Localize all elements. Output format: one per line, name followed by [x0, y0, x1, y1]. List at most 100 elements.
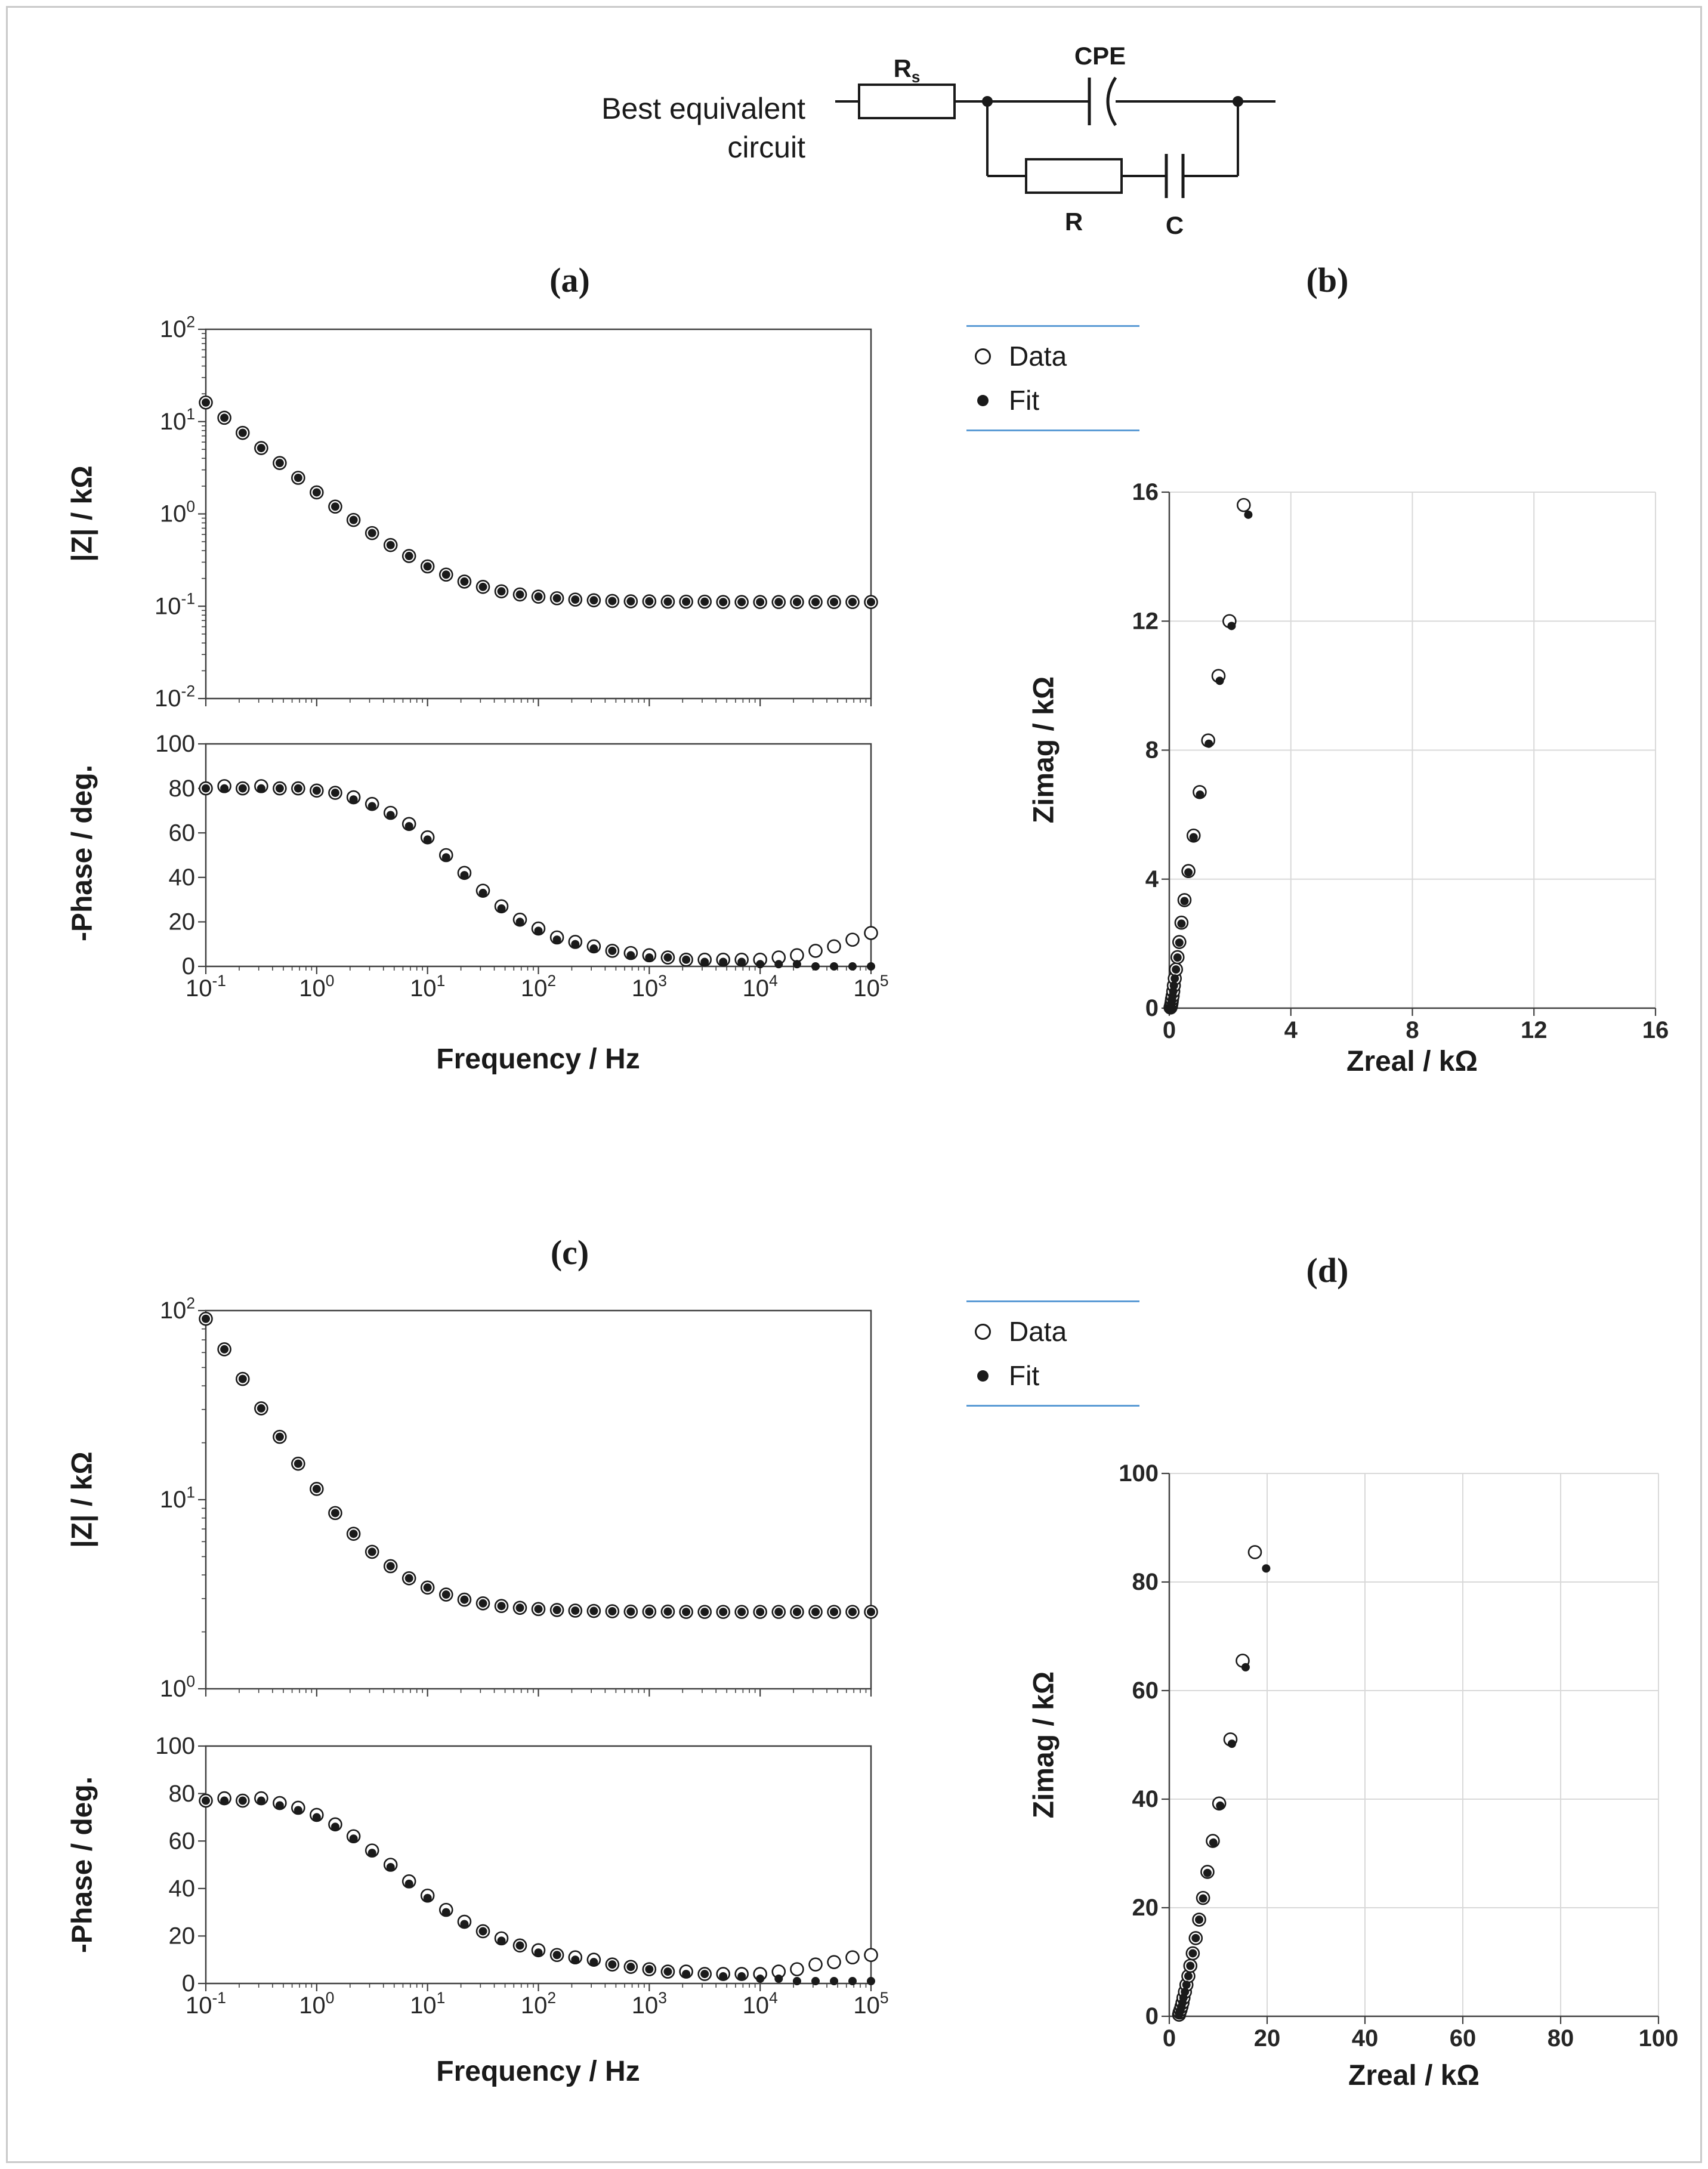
y-axis-label-zimag-d: Zimag / kΩ: [1028, 1671, 1060, 1819]
x-axis-label-zreal-d: Zreal / kΩ: [1348, 2060, 1480, 2091]
svg-text:40: 40: [169, 1876, 196, 1902]
panel-label-d: (d): [1306, 1251, 1349, 1290]
c-label: C: [1165, 211, 1184, 239]
svg-text:100: 100: [155, 1733, 195, 1759]
node-dot-right: [1233, 96, 1243, 107]
panel-label-a: (a): [549, 261, 590, 299]
y-axis-label-phase-a: -Phase / deg.: [66, 764, 98, 942]
svg-text:105: 105: [853, 972, 888, 1002]
svg-text:100: 100: [155, 731, 195, 757]
figure-border: [6, 6, 1702, 2163]
circuit-caption-line1: Best equivalent: [601, 92, 805, 125]
svg-text:4: 4: [1145, 866, 1159, 892]
svg-text:20: 20: [169, 909, 196, 935]
legend-d: Data Fit: [966, 1300, 1139, 1407]
svg-text:0: 0: [1163, 2025, 1176, 2051]
resistor-rs-box: [858, 84, 956, 119]
svg-text:16: 16: [1132, 479, 1159, 505]
svg-text:100: 100: [160, 1672, 195, 1702]
svg-text:40: 40: [1352, 2025, 1379, 2051]
svg-text:40: 40: [169, 864, 196, 891]
legend-item-fit: Fit: [975, 384, 1131, 416]
legend-item-data: Data: [975, 340, 1131, 372]
x-axis-label-frequency-a: Frequency / Hz: [436, 1043, 640, 1075]
svg-text:20: 20: [1254, 2025, 1281, 2051]
node-dot-left: [982, 96, 993, 107]
svg-text:100: 100: [1639, 2025, 1679, 2051]
y-axis-label-zmod-c: |Z| / kΩ: [66, 1451, 98, 1548]
svg-text:10-2: 10-2: [155, 682, 195, 712]
legend-fit-label: Fit: [1009, 385, 1040, 416]
x-axis-label-zreal-b: Zreal / kΩ: [1346, 1046, 1478, 1077]
svg-text:102: 102: [160, 1294, 195, 1324]
open-circle-marker-icon: [975, 1323, 991, 1340]
legend-b: Data Fit: [966, 325, 1139, 431]
svg-text:100: 100: [299, 1989, 334, 2019]
resistor-r-box: [1025, 158, 1123, 194]
legend-item-fit: Fit: [975, 1360, 1131, 1392]
svg-text:60: 60: [169, 820, 196, 846]
svg-text:100: 100: [1119, 1460, 1159, 1487]
rs-label: Rs: [894, 54, 921, 86]
y-axis-label-zimag-b: Zimag / kΩ: [1028, 676, 1060, 824]
circuit-caption-line2: circuit: [727, 131, 805, 164]
cpe-label: CPE: [1074, 42, 1126, 70]
svg-text:80: 80: [169, 775, 196, 802]
svg-text:0: 0: [182, 953, 195, 980]
svg-text:0: 0: [1145, 995, 1159, 1021]
panel-label-b: (b): [1306, 261, 1349, 299]
svg-text:100: 100: [160, 498, 195, 527]
bode-phase-chart-c: 10-1 100 101 102 103 104 105 0 20 40 60 80 100: [131, 1733, 889, 2040]
svg-text:40: 40: [1132, 1786, 1159, 1812]
legend-item-data: Data: [975, 1315, 1131, 1348]
svg-text:103: 103: [632, 1989, 667, 2019]
svg-text:105: 105: [853, 1989, 888, 2019]
svg-text:101: 101: [160, 1483, 195, 1513]
svg-text:80: 80: [1548, 2025, 1574, 2051]
svg-text:12: 12: [1132, 608, 1159, 634]
open-circle-marker-icon: [975, 348, 991, 364]
bode-phase-chart-a: 10-1 100 101 102 103 104 105 0 20 40 60 80 100: [131, 731, 889, 1023]
svg-text:104: 104: [743, 1989, 778, 2019]
svg-text:80: 80: [1132, 1569, 1159, 1595]
svg-text:20: 20: [1132, 1895, 1159, 1921]
rs-label-sub: s: [911, 68, 921, 86]
bode-magnitude-chart-c: 100 101 102: [131, 1294, 889, 1702]
y-axis-label-zmod-a: |Z| / kΩ: [66, 465, 98, 562]
bode-magnitude-chart-a: 10-2 10-1 100 101 102: [131, 313, 889, 712]
legend-data-label: Data: [1009, 341, 1067, 372]
r-label: R: [1064, 208, 1083, 236]
nyquist-chart-b: 0 4 8 12 16 0 4 8 12 16: [1092, 471, 1682, 1074]
svg-text:0: 0: [182, 1970, 195, 1997]
legend-fit-label: Fit: [1009, 1360, 1040, 1391]
svg-text:12: 12: [1521, 1017, 1548, 1043]
svg-text:10-1: 10-1: [155, 590, 195, 620]
svg-text:0: 0: [1163, 1017, 1176, 1043]
svg-text:101: 101: [410, 1989, 445, 2019]
svg-text:103: 103: [632, 972, 667, 1002]
svg-text:60: 60: [1132, 1677, 1159, 1704]
cpe-right-plate-curved: [1106, 76, 1117, 126]
svg-text:60: 60: [169, 1828, 196, 1854]
circuit-caption: Best equivalent circuit: [519, 89, 805, 167]
svg-text:101: 101: [410, 972, 445, 1002]
svg-text:10-1: 10-1: [186, 1989, 226, 2019]
legend-data-label: Data: [1009, 1316, 1067, 1347]
panel-label-c: (c): [550, 1233, 589, 1272]
svg-text:0: 0: [1145, 2003, 1159, 2029]
svg-text:8: 8: [1145, 737, 1159, 764]
x-axis-label-frequency-c: Frequency / Hz: [436, 2056, 640, 2087]
svg-text:4: 4: [1284, 1017, 1298, 1043]
svg-text:20: 20: [169, 1923, 196, 1949]
svg-text:101: 101: [160, 405, 195, 435]
svg-text:100: 100: [299, 972, 334, 1002]
svg-text:16: 16: [1642, 1017, 1669, 1043]
y-axis-label-phase-c: -Phase / deg.: [66, 1776, 98, 1954]
svg-text:102: 102: [521, 1989, 556, 2019]
filled-circle-marker-icon: [977, 394, 989, 406]
svg-text:60: 60: [1450, 2025, 1477, 2051]
svg-text:102: 102: [160, 313, 195, 342]
svg-text:80: 80: [169, 1781, 196, 1807]
svg-text:8: 8: [1406, 1017, 1419, 1043]
rs-label-main: R: [893, 54, 912, 82]
